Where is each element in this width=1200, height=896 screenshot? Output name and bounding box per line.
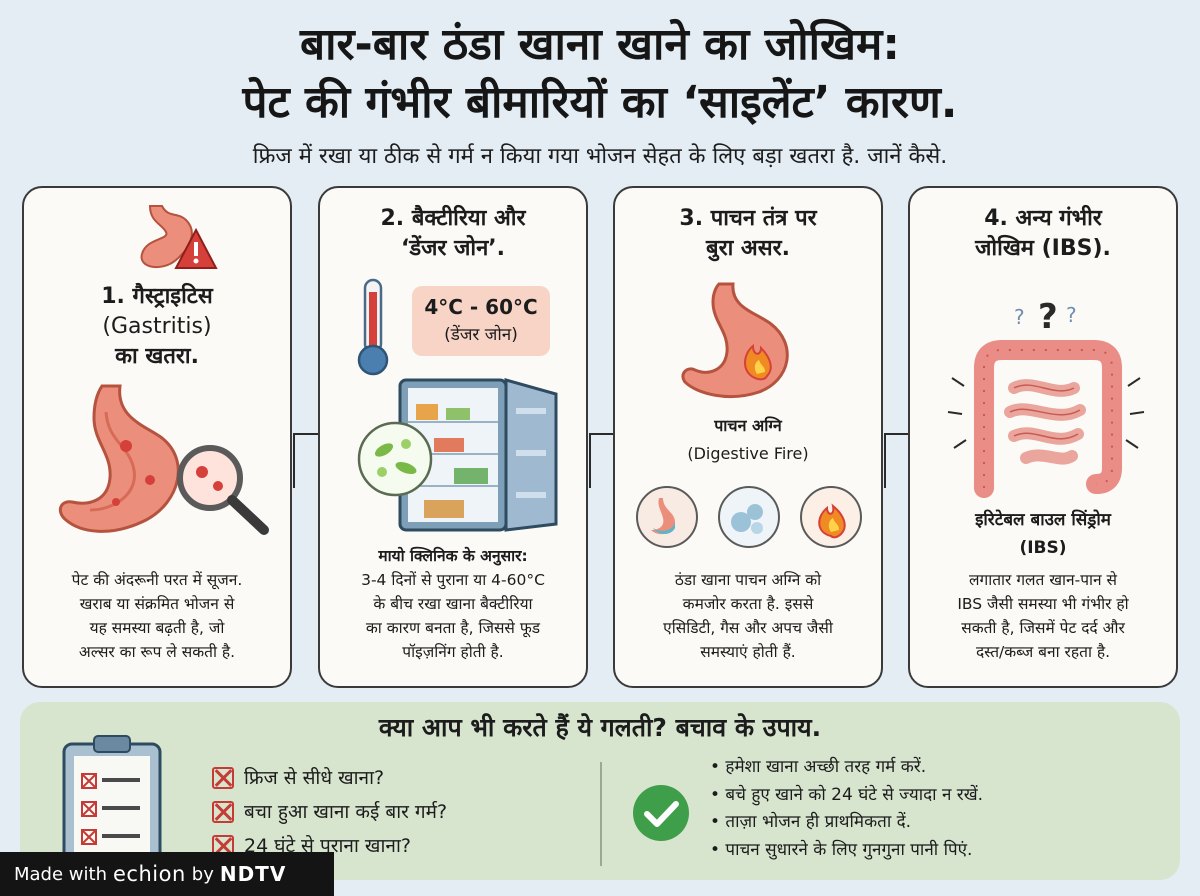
card-ibs: 4. अन्य गंभीर जोखिम (IBS). ? ? ? इरिटेबल… xyxy=(908,186,1178,688)
card-1-title-line: (Gastritis) xyxy=(102,314,212,339)
card-2-title-line: ‘डेंजर जोन’. xyxy=(400,236,506,261)
card-1-title-line: का खतरा. xyxy=(115,344,199,369)
stomach-fire-icon xyxy=(681,282,789,399)
card-digestion: 3. पाचन तंत्र पर बुरा असर. पाचन अग्नि (D… xyxy=(613,186,883,688)
temp-range: 4°C - 60°C xyxy=(424,295,538,319)
title-line-1: बार-बार ठंडा खाना खाने का जोखिम: xyxy=(300,19,900,70)
card-2-body: मायो क्लिनिक के अनुसार: 3-4 दिनों से पुर… xyxy=(326,544,580,664)
stomach-acid-icon xyxy=(636,486,698,548)
bacteria-bubble-icon xyxy=(357,421,433,497)
card-1-body-line: पेट की अंदरूनी परत में सूजन. xyxy=(71,571,243,589)
panel-divider xyxy=(600,762,602,866)
card-4-body-line: लगातार गलत खान-पान से xyxy=(968,571,1118,589)
svg-text:?: ? xyxy=(1066,303,1077,327)
card-2-body-line: के बीच रखा खाना बैक्टीरिया xyxy=(373,595,533,613)
danger-zone-box: 4°C - 60°C (डेंजर जोन) xyxy=(412,286,550,356)
card-gastritis: 1. गैस्ट्राइटिस (Gastritis) का खतरा. पेट… xyxy=(22,186,292,688)
x-checkbox-icon xyxy=(212,767,234,789)
prevention-panel: क्या आप भी करते हैं ये गलती? बचाव के उपा… xyxy=(20,702,1180,880)
ibs-label: इरिटेबल बाउल सिंड्रोम xyxy=(975,510,1111,530)
digestive-fire-label: पाचन अग्नि xyxy=(714,416,782,435)
thermometer-icon xyxy=(357,278,389,376)
card-1-title-line: 1. गैस्ट्राइटिस xyxy=(101,284,213,309)
mistake-text: बचा हुआ खाना कई बार गर्म? xyxy=(244,801,448,823)
mistake-item: बचा हुआ खाना कई बार गर्म? xyxy=(212,798,447,826)
made-with-badge[interactable]: Made with echion by NDTV xyxy=(0,852,334,896)
question-marks-icon: ? ? ? xyxy=(1014,297,1077,336)
mistake-text: फ्रिज से सीधे खाना? xyxy=(244,767,385,789)
tip-item: • बचे हुए खाने को 24 घंटे से ज्यादा न रख… xyxy=(710,784,984,805)
badge-by: by xyxy=(191,863,214,885)
badge-publisher: NDTV xyxy=(219,862,287,886)
card-2-body-line: पॉइज़निंग होती है. xyxy=(402,643,504,661)
card-3-body: ठंडा खाना पाचन अग्नि को कमजोर करता है. इ… xyxy=(621,568,875,664)
card-bacteria: 2. बैक्टीरिया और ‘डेंजर जोन’. 4°C - 60°C… xyxy=(318,186,588,688)
page-title: बार-बार ठंडा खाना खाने का जोखिम: पेट की … xyxy=(0,16,1200,132)
card-1-title: 1. गैस्ट्राइटिस (Gastritis) का खतरा. xyxy=(24,282,290,372)
card-4-body-line: IBS जैसी समस्या भी गंभीर हो xyxy=(957,595,1129,613)
card-3-body-line: कमजोर करता है. इससे xyxy=(682,595,814,613)
card-2-body-heading: मायो क्लिनिक के अनुसार: xyxy=(378,547,528,565)
card-4-body-line: सकती है, जिसमें पेट दर्द और xyxy=(961,619,1125,637)
card-4-body-line: दस्त/कब्ज बना रहता है. xyxy=(975,643,1111,661)
tips-list: • हमेशा खाना अच्छी तरह गर्म करें. • बचे … xyxy=(710,754,983,864)
card-4-title-line: जोखिम (IBS). xyxy=(975,236,1111,261)
inflamed-stomach-magnifier-icon xyxy=(58,384,269,535)
card-1-body-line: यह समस्या बढ़ती है, जो xyxy=(89,619,225,637)
svg-text:?: ? xyxy=(1014,305,1025,329)
card-2-body-line: 3-4 दिनों से पुराना या 4-60°C xyxy=(361,571,545,589)
card-4-title: 4. अन्य गंभीर जोखिम (IBS). xyxy=(910,204,1176,264)
card-3-title: 3. पाचन तंत्र पर बुरा असर. xyxy=(615,204,881,264)
card-3-title-line: 3. पाचन तंत्र पर xyxy=(679,206,817,231)
mistake-text: 24 घंटे से पुराना खाना? xyxy=(244,835,411,857)
card-3-body-line: ठंडा खाना पाचन अग्नि को xyxy=(674,571,822,589)
tip-item: • ताज़ा भोजन ही प्राथमिकता दें. xyxy=(710,812,912,832)
badge-brand: echion xyxy=(112,862,186,886)
green-check-icon xyxy=(633,785,689,841)
card-4-body: लगातार गलत खान-पान से IBS जैसी समस्या भी… xyxy=(916,568,1170,664)
card-1-body-line: अल्सर का रूप ले सकती है. xyxy=(78,643,236,661)
temp-label: (डेंजर जोन) xyxy=(444,325,518,345)
fire-icon xyxy=(800,486,862,548)
card-1-body: पेट की अंदरूनी परत में सूजन. खराब या संक… xyxy=(30,568,284,664)
svg-text:?: ? xyxy=(1038,297,1058,336)
page-subtitle: फ्रिज में रखा या ठीक से गर्म न किया गया … xyxy=(252,144,948,169)
digestive-symptom-icons xyxy=(636,486,862,548)
mistake-item: फ्रिज से सीधे खाना? xyxy=(212,764,384,792)
x-checkbox-icon xyxy=(212,801,234,823)
card-3-body-line: समस्याएं होती हैं. xyxy=(700,643,796,661)
card-2-title-line: 2. बैक्टीरिया और xyxy=(380,206,526,231)
intestines-icon xyxy=(947,340,1145,498)
ibs-label-english: (IBS) xyxy=(1019,538,1067,558)
card-3-title-line: बुरा असर. xyxy=(706,236,790,261)
card-3-body-line: एसिडिटी, गैस और अपच जैसी xyxy=(663,619,833,637)
tip-item: • पाचन सुधारने के लिए गुनगुना पानी पिएं. xyxy=(710,839,973,860)
card-1-body-line: खराब या संक्रमित भोजन से xyxy=(79,595,235,613)
prevention-title: क्या आप भी करते हैं ये गलती? बचाव के उपा… xyxy=(378,713,822,742)
gas-bubbles-icon xyxy=(718,486,780,548)
card-4-title-line: 4. अन्य गंभीर xyxy=(984,206,1102,231)
badge-prefix: Made with xyxy=(14,863,107,885)
card-2-body-line: का कारण बनता है, जिससे फूड xyxy=(365,619,541,637)
title-line-2: पेट की गंभीर बीमारियों का ‘साइलेंट’ कारण… xyxy=(242,77,958,128)
stomach-warning-icon xyxy=(140,205,218,269)
digestive-fire-label-english: (Digestive Fire) xyxy=(687,444,809,463)
tip-item: • हमेशा खाना अच्छी तरह गर्म करें. xyxy=(710,757,927,777)
card-2-title: 2. बैक्टीरिया और ‘डेंजर जोन’. xyxy=(320,204,586,264)
